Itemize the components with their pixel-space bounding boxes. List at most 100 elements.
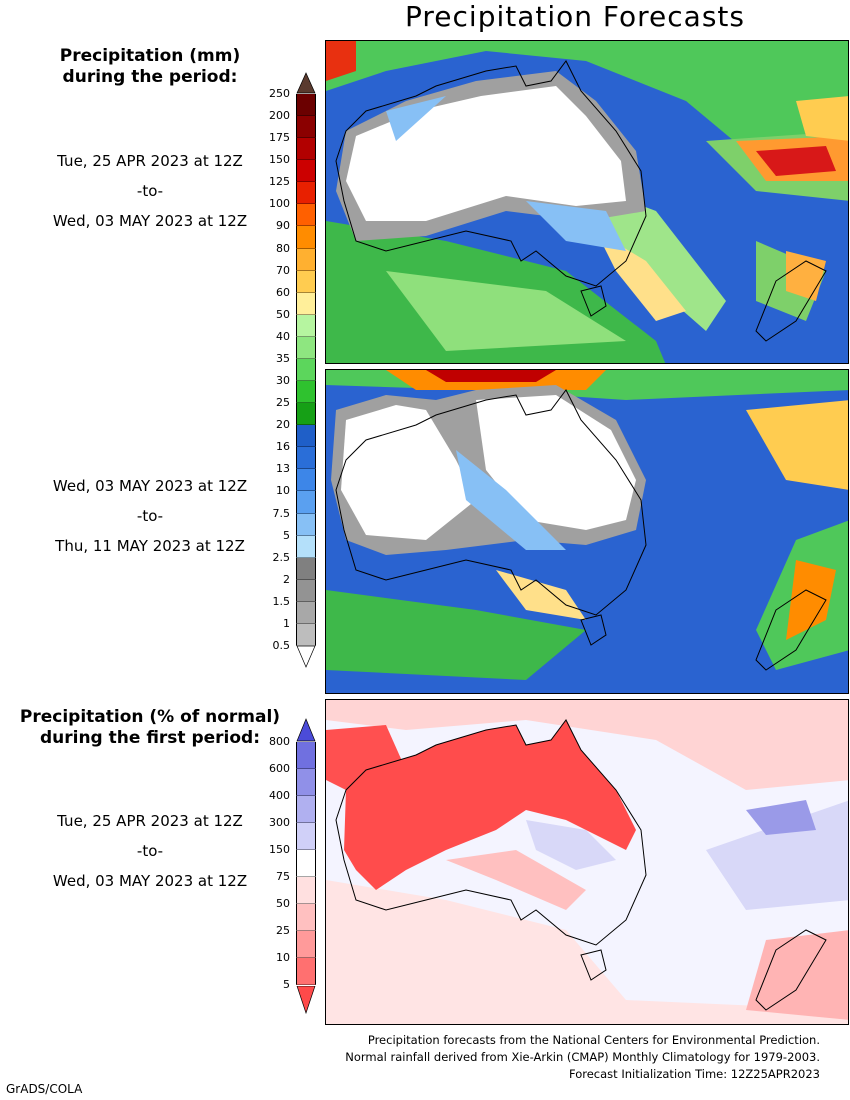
precip-legend-band	[296, 138, 316, 161]
period2-sep: -to-	[136, 507, 164, 525]
precip-legend-tick-label: 1	[283, 616, 290, 630]
precip-legend-band	[296, 160, 316, 183]
legend-precip-heading-line2: during the period:	[62, 67, 238, 87]
period3-start: Tue, 25 APR 2023 at 12Z	[57, 812, 243, 830]
precip-legend-tick-label: 7.5	[272, 506, 291, 520]
precip-legend-band	[296, 226, 316, 249]
precip-legend-band	[296, 491, 316, 514]
credit: GrADS/COLA	[6, 1082, 83, 1096]
percent-legend-band	[296, 850, 316, 877]
precip-legend-tick-label: 90	[276, 219, 290, 233]
footer-line-3: Forecast Initialization Time: 12Z25APR20…	[569, 1067, 820, 1081]
precip-legend-tick-label: 10	[276, 484, 290, 498]
percent-legend-band	[296, 877, 316, 904]
period2-start: Wed, 03 MAY 2023 at 12Z	[52, 477, 248, 495]
precip-legend-band	[296, 447, 316, 470]
precip-legend-band	[296, 381, 316, 404]
precip-legend-band	[296, 469, 316, 492]
percent-legend-tick-label: 800	[269, 735, 290, 748]
precip-legend-tick-label: 1.5	[272, 594, 291, 608]
map-panel-percent-normal	[325, 699, 849, 1025]
percent-legend-tick-label: 400	[269, 789, 290, 802]
percent-legend-band	[296, 796, 316, 823]
precip-bar-bottom-arrow	[296, 646, 316, 668]
precip-legend-tick-label: 0.5	[272, 639, 291, 652]
legend-precip-heading-line1: Precipitation (mm)	[59, 46, 241, 66]
precip-color-bar	[296, 72, 316, 668]
period3-end: Wed, 03 MAY 2023 at 12Z	[52, 872, 248, 890]
precip-map-period1	[326, 41, 848, 363]
page-title: Precipitation Forecasts	[405, 0, 745, 33]
period1-start: Tue, 25 APR 2023 at 12Z	[57, 152, 243, 170]
percent-bar-bottom-arrow	[296, 986, 316, 1014]
percent-legend-tick-label: 5	[283, 978, 290, 991]
precip-legend-tick-label: 25	[276, 396, 290, 410]
percent-bar-top-arrow	[296, 718, 316, 742]
precip-legend-tick-label: 250	[269, 87, 290, 100]
precip-legend-tick-label: 30	[276, 374, 290, 388]
percent-legend-tick-label: 25	[276, 924, 290, 937]
legend-percent-heading-line1: Precipitation (% of normal)	[19, 707, 281, 727]
precip-legend-band	[296, 601, 316, 624]
precip-legend-tick-label: 2.5	[272, 550, 291, 564]
percent-legend-tick-label: 600	[269, 762, 290, 775]
legend-percent-heading-line2: during the first period:	[39, 728, 261, 748]
precip-legend-band	[296, 557, 316, 580]
precip-legend-tick-label: 80	[276, 241, 290, 255]
precip-legend-band	[296, 425, 316, 448]
legend-precip-heading: Precipitation (mm) during the period:	[0, 46, 300, 88]
percent-legend-tick-label: 75	[276, 870, 290, 883]
percent-normal-map	[326, 700, 848, 1024]
period2-end: Thu, 11 MAY 2023 at 12Z	[55, 537, 245, 555]
precip-legend-tick-label: 50	[276, 307, 290, 321]
precip-legend-band	[296, 623, 316, 646]
precip-legend-tick-label: 70	[276, 263, 290, 277]
precip-legend-tick-label: 20	[276, 418, 290, 432]
legend-percent-heading: Precipitation (% of normal) during the f…	[0, 707, 300, 749]
percent-legend-tick-label: 300	[269, 816, 290, 829]
precip-legend-band	[296, 535, 316, 558]
precip-legend-tick-label: 40	[276, 329, 290, 343]
footer-line-1: Precipitation forecasts from the Nationa…	[367, 1033, 820, 1047]
percent-color-bar	[296, 718, 316, 1014]
precip-legend-tick-label: 175	[269, 131, 290, 145]
footer-line-2: Normal rainfall derived from Xie-Arkin (…	[345, 1050, 820, 1064]
precip-map-period2	[326, 370, 848, 693]
precip-legend-band	[296, 358, 316, 382]
precip-legend-band	[296, 204, 316, 227]
precip-legend-band	[296, 336, 316, 359]
percent-legend-band	[296, 742, 316, 769]
percent-legend-band	[296, 931, 316, 958]
percent-legend-band	[296, 769, 316, 796]
precip-legend-band	[296, 182, 316, 205]
precip-legend-band	[296, 94, 316, 117]
percent-legend-tick-label: 150	[269, 843, 290, 856]
precip-bar-top-arrow	[296, 72, 316, 94]
map-panel-period1	[325, 40, 849, 364]
precip-legend-tick-label: 13	[276, 462, 290, 476]
period3-sep: -to-	[136, 842, 164, 860]
period1-end: Wed, 03 MAY 2023 at 12Z	[52, 212, 248, 230]
precip-legend-band	[296, 270, 316, 293]
period1-sep: -to-	[136, 182, 164, 200]
percent-legend-tick-label: 50	[276, 897, 290, 910]
map-panel-period2	[325, 369, 849, 694]
precip-legend-tick-label: 5	[283, 528, 290, 542]
percent-legend-band	[296, 823, 316, 850]
precip-legend-band	[296, 403, 316, 426]
precip-legend-tick-label: 150	[269, 153, 290, 167]
precip-legend-band	[296, 579, 316, 602]
precip-legend-tick-label: 200	[269, 109, 290, 123]
precip-legend-band	[296, 314, 316, 337]
precip-legend-tick-label: 2	[283, 572, 290, 586]
precip-legend-band	[296, 513, 316, 536]
precip-legend-tick-label: 125	[269, 175, 290, 189]
precip-legend-band	[296, 248, 316, 271]
precip-legend-tick-label: 60	[276, 285, 290, 299]
percent-legend-band	[296, 904, 316, 931]
percent-legend-tick-label: 10	[276, 951, 290, 964]
precip-legend-tick-label: 16	[276, 440, 290, 454]
percent-legend-band	[296, 958, 316, 985]
precip-legend-tick-label: 35	[276, 351, 290, 365]
precip-legend-band	[296, 116, 316, 139]
